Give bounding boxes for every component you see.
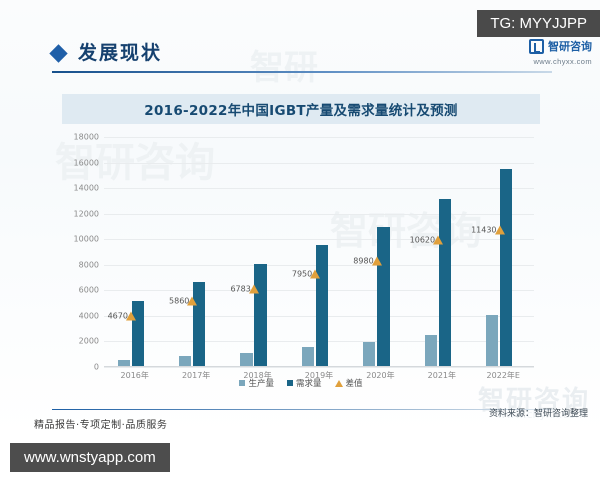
bar-production[interactable]: [117, 360, 130, 367]
difference-value-label: 5860: [169, 296, 190, 306]
difference-value-label: 7950: [291, 269, 313, 279]
bar-group: 10620 2021年: [409, 137, 472, 380]
y-axis-tick-label: 6000: [78, 285, 99, 295]
bar-group: 7950 2019年: [288, 137, 349, 380]
x-axis-tick-label: 2018年: [243, 371, 272, 380]
header-divider: [52, 71, 552, 73]
y-axis-tick-label: 8000: [78, 260, 99, 270]
brand-url: www.chyxx.com: [533, 57, 592, 66]
bar-group: 4670 2016年: [104, 137, 165, 380]
plot-inner: 0 2000 4000 6000 8000 10000 12000 14000 16000 180…: [74, 133, 534, 380]
brand-name: 智研咨询: [548, 40, 592, 53]
site-overlay-tag: www.wnstyapp.com: [10, 443, 170, 472]
y-axis-tick-label: 2000: [78, 336, 99, 346]
bar-demand[interactable]: [438, 198, 452, 367]
bar-production[interactable]: [424, 334, 437, 367]
difference-value-label: 10620: [409, 235, 436, 245]
footer-watermark-url: www.chyxx.com: [496, 408, 586, 421]
chart-plot-area: 0 2000 4000 6000 8000 10000 12000 14000 16000 180…: [62, 124, 540, 399]
bar-group: 6783 2018年: [227, 137, 288, 380]
bar-production[interactable]: [486, 314, 499, 367]
difference-value-label: 8980: [353, 256, 374, 266]
x-axis-tick-label: 2020年: [366, 371, 395, 380]
footer-divider: [52, 409, 552, 410]
y-axis-tick-label: 4000: [78, 311, 99, 321]
y-axis-tick-label: 14000: [73, 183, 99, 193]
gridline: [104, 137, 534, 138]
bar-production[interactable]: [178, 356, 192, 367]
bar-group: 5860 2017年: [165, 137, 226, 380]
chart-title-bar: 2016-2022年中国IGBT产量及需求量统计及预测: [62, 94, 540, 124]
x-axis-tick-label: 2019年: [304, 371, 334, 380]
y-axis-tick-label: 18000: [73, 132, 99, 142]
bar-production[interactable]: [301, 346, 315, 367]
page-title: 发展现状: [78, 42, 163, 64]
section-header: 发展现状: [49, 38, 552, 78]
bar-group: 11430 2022年E: [471, 137, 534, 380]
y-axis-tick-label: 12000: [73, 209, 99, 219]
bar-group: 8980 2020年: [350, 137, 411, 380]
x-axis-tick-label: 2016年: [120, 371, 149, 380]
bar-demand[interactable]: [131, 300, 144, 367]
difference-marker[interactable]: [126, 311, 137, 321]
x-axis-tick-label: 2022年E: [486, 371, 520, 380]
footer-watermark: 智研咨询: [477, 386, 590, 416]
bar-demand[interactable]: [377, 227, 390, 367]
legend-swatch-icon: [286, 380, 293, 386]
slide-canvas: 智研咨询 智研 智研咨询 发展现状 智研咨询 www.chyxx.com 201…: [0, 0, 600, 435]
bar-demand[interactable]: [315, 244, 329, 367]
gridline: [104, 162, 534, 164]
difference-value-label: 11430: [471, 225, 497, 235]
legend-item[interactable]: 差值: [334, 377, 363, 389]
x-axis-tick-label: 2021年: [427, 371, 457, 380]
difference-marker[interactable]: [187, 296, 198, 306]
bar-production[interactable]: [363, 341, 376, 367]
gridline: [104, 213, 534, 215]
legend-item[interactable]: 需求量: [286, 377, 322, 389]
difference-value-label: 4670: [107, 311, 128, 321]
gridline: [104, 239, 534, 241]
y-axis-tick-label: 16000: [73, 158, 99, 168]
legend-swatch-icon: [334, 379, 343, 387]
difference-marker[interactable]: [248, 284, 259, 294]
legend-label: 差值: [345, 379, 363, 389]
diamond-icon: [49, 44, 68, 63]
gridline: [104, 367, 534, 368]
x-axis-tick-label: 2017年: [181, 371, 211, 380]
gridline: [104, 188, 534, 190]
legend-label: 需求量: [295, 379, 322, 389]
legend-item[interactable]: 生产量: [239, 377, 274, 389]
bar-demand[interactable]: [193, 281, 206, 367]
zhiyan-logo-icon: [529, 38, 544, 54]
bar-demand[interactable]: [500, 168, 513, 367]
y-axis-tick-label: 10000: [73, 234, 99, 244]
difference-marker[interactable]: [433, 235, 444, 245]
tg-overlay-tag: TG: MYYJJPP: [477, 10, 600, 37]
difference-marker[interactable]: [310, 269, 321, 279]
y-axis-tick-label: 0: [93, 362, 99, 372]
chart-legend: 生产量 需求量 差值: [62, 377, 540, 389]
chart-title: 2016-2022年中国IGBT产量及需求量统计及预测: [144, 103, 458, 119]
chart-source: 资料来源：智研咨询整理: [488, 409, 588, 419]
legend-label: 生产量: [248, 379, 274, 389]
difference-value-label: 6783: [230, 284, 251, 294]
difference-marker[interactable]: [494, 225, 505, 235]
x-axis-line: [104, 366, 534, 367]
chart-card: 2016-2022年中国IGBT产量及需求量统计及预测 0 2000 4000 600…: [62, 94, 540, 399]
bar-demand[interactable]: [254, 263, 267, 367]
footer-tagline: 精品报告·专项定制·品质服务: [34, 420, 168, 431]
difference-marker[interactable]: [371, 256, 382, 266]
bar-production[interactable]: [240, 352, 253, 367]
brand-logo: 智研咨询 www.chyxx.com: [482, 38, 592, 66]
legend-swatch-icon: [239, 380, 246, 386]
